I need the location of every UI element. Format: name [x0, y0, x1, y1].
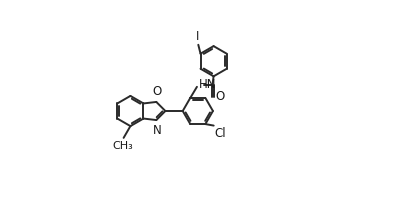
Text: HN: HN: [199, 78, 216, 91]
Text: O: O: [215, 90, 224, 103]
Text: I: I: [196, 30, 199, 44]
Text: CH₃: CH₃: [112, 141, 133, 151]
Text: N: N: [152, 124, 161, 137]
Text: Cl: Cl: [214, 127, 226, 140]
Text: O: O: [152, 85, 161, 98]
